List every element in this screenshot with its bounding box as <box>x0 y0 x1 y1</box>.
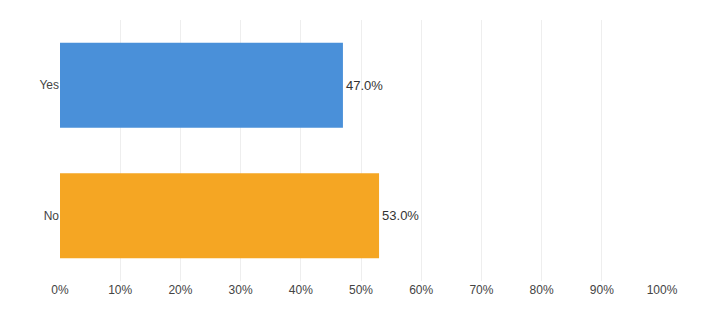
svg-text:20%: 20% <box>168 283 192 297</box>
svg-text:53.0%: 53.0% <box>382 208 419 223</box>
svg-text:40%: 40% <box>289 283 313 297</box>
svg-text:90%: 90% <box>590 283 614 297</box>
svg-text:0%: 0% <box>51 283 69 297</box>
svg-text:100%: 100% <box>647 283 678 297</box>
svg-text:No: No <box>44 209 60 223</box>
svg-text:10%: 10% <box>108 283 132 297</box>
svg-text:60%: 60% <box>409 283 433 297</box>
svg-text:70%: 70% <box>469 283 493 297</box>
svg-text:Yes: Yes <box>39 78 59 92</box>
svg-text:80%: 80% <box>530 283 554 297</box>
svg-text:47.0%: 47.0% <box>346 78 383 93</box>
svg-text:30%: 30% <box>229 283 253 297</box>
svg-text:50%: 50% <box>349 283 373 297</box>
